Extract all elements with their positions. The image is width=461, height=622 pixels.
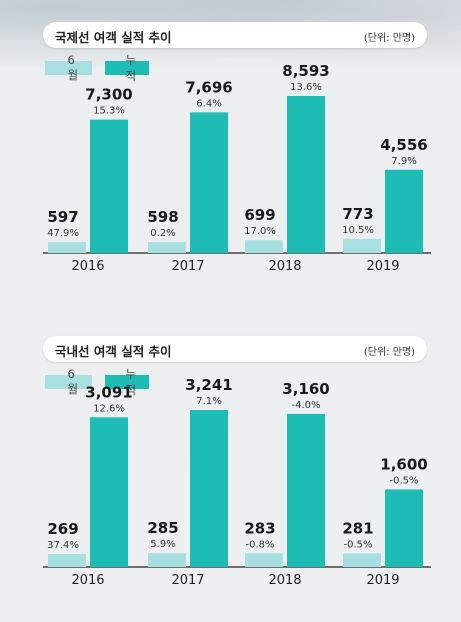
x-tick-label-2017: 2017 [171, 573, 204, 588]
legend-label-cumulative: 누적 [125, 367, 137, 397]
growth-label-june-2019: -0.5% [343, 539, 372, 550]
data-label-june-2018: 699 [244, 206, 275, 224]
growth-label-cumulative-2016: 15.3% [93, 106, 125, 117]
growth-label-june-2018: -0.8% [245, 539, 274, 550]
data-label-cumulative-2016: 7,300 [85, 86, 132, 104]
growth-label-cumulative-2017: 6.4% [196, 98, 221, 109]
legend-item-june: 6월 [45, 53, 92, 82]
growth-label-cumulative-2017: 7.1% [196, 396, 221, 407]
international-unit: (단위: 만명) [363, 33, 415, 44]
growth-label-cumulative-2016: 12.6% [93, 403, 125, 414]
data-label-cumulative-2018: 8,593 [282, 62, 329, 80]
bar-june-2019 [343, 238, 381, 253]
domestic-unit: (단위: 만명) [363, 347, 415, 358]
data-label-june-2018: 283 [244, 519, 275, 537]
x-tick-label-2017: 2017 [171, 259, 204, 274]
international-panel: 국제선 여객 실적 추이 (단위: 만명) 6월 누적 597 47.9% 7,30… [0, 0, 461, 300]
bar-june-2018 [245, 553, 283, 567]
legend-item-cumulative: 누적 [105, 367, 150, 397]
international-title-bar: 국제선 여객 실적 추이 (단위: 만명) [43, 22, 427, 48]
domestic-title: 국내선 여객 실적 추이 [55, 344, 172, 359]
data-label-cumulative-2017: 7,696 [185, 78, 232, 96]
x-tick-label-2019: 2019 [366, 259, 399, 274]
bar-cumulative-2016 [90, 417, 128, 567]
legend-swatch-cumulative [105, 61, 150, 75]
domestic-title-bar: 국내선 여객 실적 추이 (단위: 만명) [43, 336, 427, 362]
legend-swatch-cumulative [105, 375, 150, 389]
international-bar-chart: 597 47.9% 7,300 15.3% 2016 598 0.2% 7,696 6.4% 20… [43, 62, 431, 274]
bar-june-2019 [343, 553, 381, 567]
bar-june-2016 [48, 553, 86, 567]
data-label-june-2017: 598 [147, 208, 178, 226]
data-label-june-2019: 281 [342, 519, 373, 537]
legend-swatch-june [45, 375, 92, 389]
data-label-cumulative-2019: 1,600 [380, 455, 427, 473]
growth-label-cumulative-2018: -4.0% [291, 400, 320, 411]
legend-swatch-june [45, 61, 92, 75]
x-tick-label-2019: 2019 [366, 573, 399, 588]
data-label-june-2016: 269 [47, 520, 78, 538]
growth-label-june-2016: 37.4% [47, 540, 79, 551]
domestic-bar-chart: 269 37.4% 3,091 12.6% 2016 285 5.9% 3,241 7.1% 20… [43, 376, 431, 588]
growth-label-june-2019: 10.5% [342, 225, 374, 236]
bar-cumulative-2017 [190, 410, 228, 567]
bar-cumulative-2016 [90, 119, 128, 253]
legend-item-cumulative: 누적 [105, 53, 150, 83]
x-tick-label-2016: 2016 [71, 573, 104, 588]
x-tick-label-2016: 2016 [71, 259, 104, 274]
growth-label-june-2017: 5.9% [150, 539, 175, 550]
bar-cumulative-2018 [287, 413, 325, 567]
growth-label-june-2018: 17.0% [244, 226, 276, 237]
x-tick-label-2018: 2018 [268, 573, 301, 588]
bar-june-2017 [148, 553, 186, 567]
international-title: 국제선 여객 실적 추이 [55, 30, 172, 45]
data-label-cumulative-2018: 3,160 [282, 380, 329, 398]
data-label-cumulative-2017: 3,241 [185, 376, 232, 394]
growth-label-june-2016: 47.9% [47, 228, 79, 239]
bar-cumulative-2017 [190, 112, 228, 254]
legend-label-june: 6월 [67, 53, 79, 82]
growth-label-cumulative-2019: 7.9% [391, 156, 416, 167]
bar-cumulative-2018 [287, 96, 325, 253]
data-label-cumulative-2016: 3,091 [85, 383, 132, 401]
bar-june-2017 [148, 242, 186, 253]
bar-cumulative-2019 [385, 169, 423, 253]
domestic-panel: 국내선 여객 실적 추이 (단위: 만명) 6월 누적 269 37.4% 3,09… [0, 314, 461, 614]
data-label-june-2017: 285 [147, 519, 178, 537]
growth-label-cumulative-2018: 13.6% [290, 82, 322, 93]
data-label-june-2016: 597 [47, 208, 78, 226]
bar-cumulative-2019 [385, 489, 423, 567]
bar-june-2016 [48, 242, 86, 253]
legend-item-june: 6월 [45, 367, 92, 396]
legend-label-june: 6월 [67, 367, 79, 396]
x-tick-label-2018: 2018 [268, 259, 301, 274]
data-label-cumulative-2019: 4,556 [380, 136, 427, 154]
growth-label-june-2017: 0.2% [150, 228, 175, 239]
legend-label-cumulative: 누적 [125, 53, 137, 83]
growth-label-cumulative-2019: -0.5% [389, 475, 418, 486]
bar-june-2018 [245, 240, 283, 253]
data-label-june-2019: 773 [342, 205, 373, 223]
